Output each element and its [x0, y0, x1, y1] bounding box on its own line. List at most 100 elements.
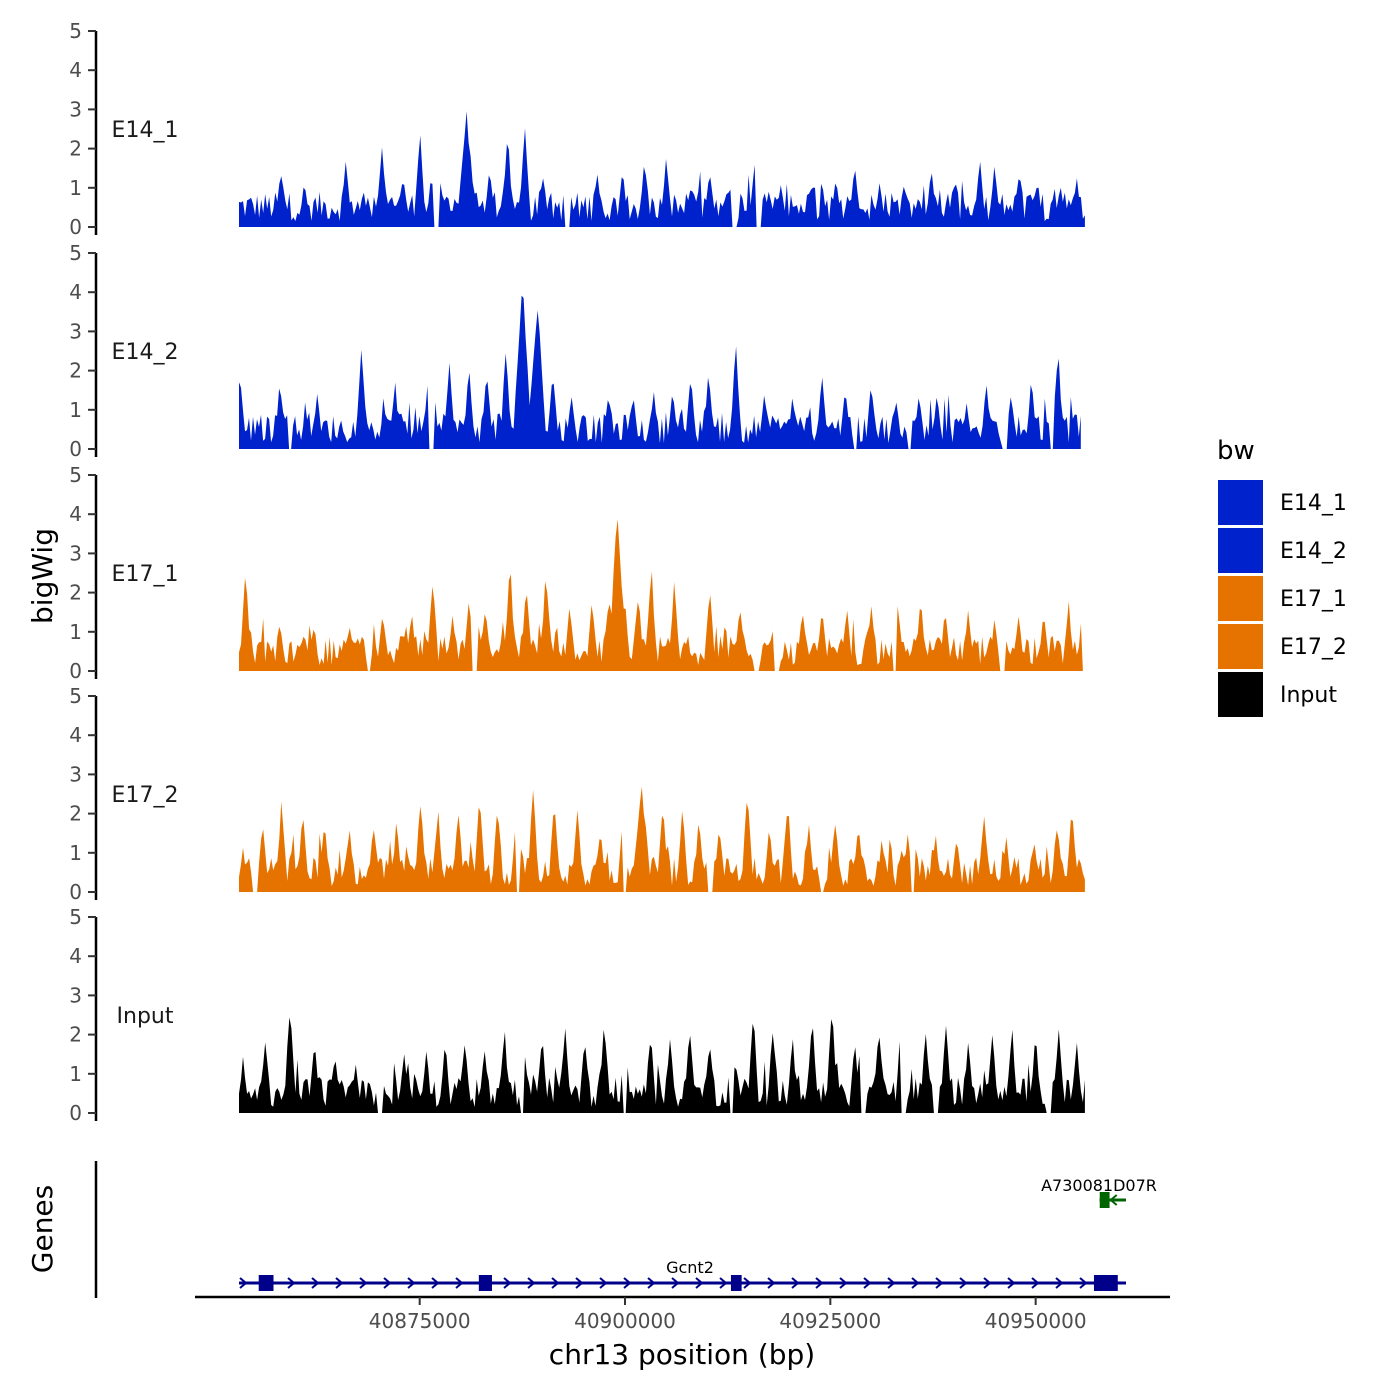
legend-label-e17-2: E17_2 [1280, 635, 1347, 660]
y-tick-label: 5 [69, 905, 82, 929]
strand-arrow [959, 1277, 968, 1289]
y-tick-label: 3 [69, 541, 82, 565]
track-label-e17-1: E17_1 [112, 562, 179, 587]
coverage-area-input [239, 1017, 1085, 1113]
legend-swatch-e14-1 [1218, 480, 1263, 525]
track-label-e17-2: E17_2 [112, 783, 179, 808]
legend-label-e17-1: E17_1 [1280, 587, 1347, 612]
coverage-area-e14-1 [239, 111, 1085, 227]
legend-title: bw [1217, 436, 1255, 466]
coverage-area-e17-2 [239, 786, 1085, 892]
y-tick-label: 1 [69, 620, 82, 644]
y-tick-label: 4 [69, 723, 82, 747]
y-tick-label: 3 [69, 97, 82, 121]
strand-arrow [431, 1277, 440, 1289]
y-tick-label: 4 [69, 58, 82, 82]
track-panel-e14-1: 0 1 2 3 4 5 E14_1 [69, 19, 1085, 239]
legend-items: E14_1 E14_2 E17_1 E17_2 Input [1218, 480, 1347, 717]
y-tick-label: 2 [69, 359, 82, 383]
y-tick-label: 1 [69, 176, 82, 200]
strand-arrow [575, 1277, 584, 1289]
x-tick-label: 40875000 [369, 1309, 471, 1333]
legend-label-e14-1: E14_1 [1280, 491, 1347, 516]
y-tick-label: 2 [69, 581, 82, 605]
y-tick-label: 3 [69, 762, 82, 786]
strand-arrow [623, 1277, 632, 1289]
strand-arrow [671, 1277, 680, 1289]
strand-arrow [911, 1277, 920, 1289]
y-tick-label: 0 [69, 659, 82, 683]
gene-label-gcnt2: Gcnt2 [666, 1258, 714, 1277]
y-tick-label: 0 [69, 1101, 82, 1125]
gene-exon [730, 1275, 742, 1291]
strand-arrow [719, 1277, 728, 1289]
gene-exon [1099, 1192, 1110, 1208]
x-tick-label: 40950000 [985, 1309, 1087, 1333]
strand-arrow [863, 1277, 872, 1289]
x-tick-label: 40900000 [574, 1309, 676, 1333]
gene-exon [478, 1275, 492, 1291]
strand-arrow [287, 1277, 296, 1289]
x-tick-label: 40925000 [779, 1309, 881, 1333]
strand-arrow [1031, 1277, 1040, 1289]
strand-arrow [1109, 1194, 1118, 1206]
y-tick-label: 4 [69, 280, 82, 304]
y-tick-label: 2 [69, 137, 82, 161]
track-label-input: Input [117, 1004, 174, 1029]
y-tick-label: 1 [69, 398, 82, 422]
x-axis-title: chr13 position (bp) [549, 1338, 815, 1371]
legend-swatch-e17-2 [1218, 624, 1263, 669]
y-tick-label: 4 [69, 502, 82, 526]
legend-label-e14-2: E14_2 [1280, 539, 1347, 564]
track-panel-e17-1: 0 1 2 3 4 5 E17_1 [69, 463, 1085, 683]
y-tick-label: 2 [69, 1023, 82, 1047]
track-label-e14-2: E14_2 [112, 340, 179, 365]
y-axis-title: bigWig [26, 528, 59, 624]
strand-arrow [887, 1277, 896, 1289]
strand-arrow [311, 1277, 320, 1289]
genes-track: Genes Gcnt2 A730081D07R [26, 1161, 1157, 1298]
y-tick-label: 5 [69, 241, 82, 265]
strand-arrow [383, 1277, 392, 1289]
gene-exon [1093, 1275, 1118, 1291]
strand-arrow [839, 1277, 848, 1289]
strand-arrow [1079, 1277, 1088, 1289]
track-label-e14-1: E14_1 [112, 118, 179, 143]
y-tick-label: 1 [69, 841, 82, 865]
legend: bw E14_1 E14_2 E17_1 E17_2 Input [1217, 436, 1347, 717]
strand-arrow [935, 1277, 944, 1289]
y-tick-label: 5 [69, 463, 82, 487]
strand-arrow [1055, 1277, 1064, 1289]
strand-arrow [647, 1277, 656, 1289]
strand-arrow [767, 1277, 776, 1289]
x-axis-ticks: 40875000 40900000 40925000 40950000 [369, 1297, 1087, 1333]
strand-arrow [743, 1277, 752, 1289]
y-tick-label: 2 [69, 802, 82, 826]
y-tick-label: 4 [69, 944, 82, 968]
track-panel-e14-2: 0 1 2 3 4 5 E14_2 [69, 241, 1081, 461]
strand-arrow [551, 1277, 560, 1289]
legend-swatch-e17-1 [1218, 576, 1263, 621]
y-tick-label: 0 [69, 215, 82, 239]
strand-arrow [335, 1277, 344, 1289]
y-tick-label: 5 [69, 684, 82, 708]
gene-exon [258, 1275, 274, 1291]
strand-arrow [791, 1277, 800, 1289]
track-panel-input: 0 1 2 3 4 5 Input [69, 905, 1085, 1125]
y-tick-label: 5 [69, 19, 82, 43]
strand-arrow [815, 1277, 824, 1289]
track-panels: 0 1 2 3 4 5 E14_1 0 1 2 3 4 5 E14_2 0 1 2 3 4 5 E17_1 0 1 2 3 4 5 E… [69, 19, 1085, 1125]
y-tick-label: 3 [69, 983, 82, 1007]
y-tick-label: 0 [69, 437, 82, 461]
strand-arrow [527, 1277, 536, 1289]
legend-swatch-e14-2 [1218, 528, 1263, 573]
gene-model-gcnt2: Gcnt2 [239, 1258, 1126, 1291]
strand-arrow [239, 1277, 248, 1289]
gene-models: Gcnt2 A730081D07R [239, 1176, 1157, 1291]
strand-arrow [455, 1277, 464, 1289]
y-tick-label: 0 [69, 880, 82, 904]
strand-arrow [983, 1277, 992, 1289]
x-axis: 40875000 40900000 40925000 40950000 chr13 p… [195, 1295, 1170, 1371]
legend-label-input: Input [1280, 683, 1337, 708]
genes-axis-title: Genes [26, 1185, 59, 1273]
